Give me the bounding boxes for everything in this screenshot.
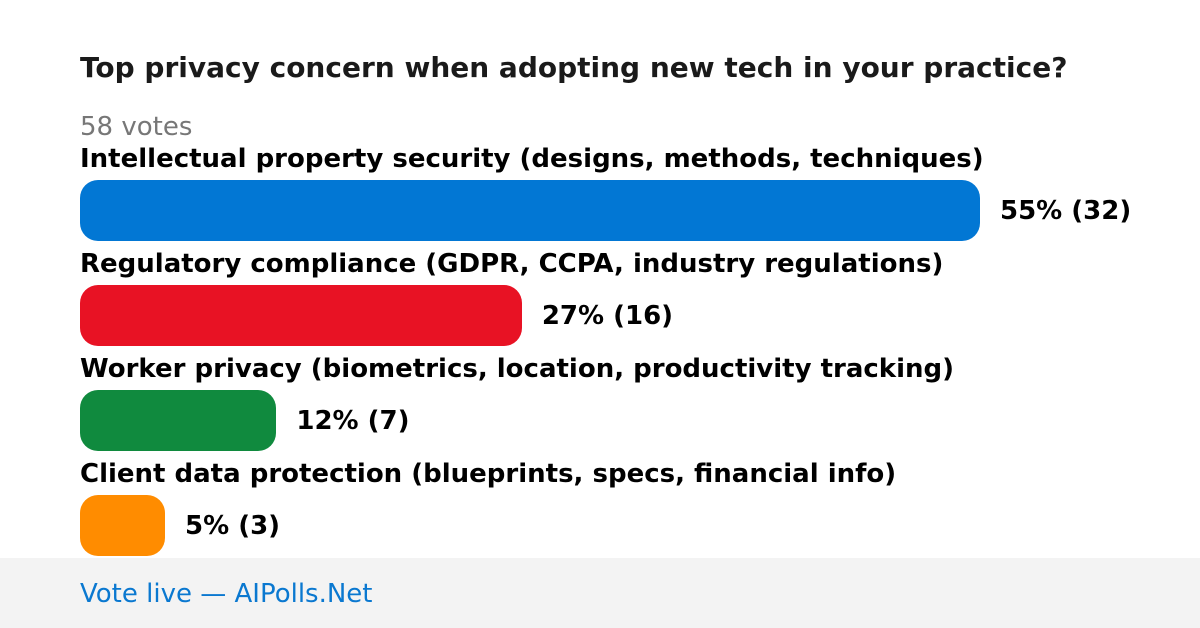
- option-value-label: 27% (16): [541, 300, 674, 331]
- option-bar: [80, 285, 522, 346]
- footer-bar: Vote live — AIPolls.Net: [0, 558, 1200, 628]
- vote-live-link[interactable]: Vote live — AIPolls.Net: [80, 579, 373, 609]
- poll-title: Top privacy concern when adopting new te…: [80, 51, 1068, 84]
- option-value-label: 5% (3): [185, 510, 281, 541]
- option-bar: [80, 495, 165, 556]
- option-label: Worker privacy (biometrics, location, pr…: [80, 354, 955, 384]
- poll-options-chart: Intellectual property security (designs,…: [80, 0, 1180, 560]
- vote-count: 58 votes: [80, 112, 193, 142]
- option-value-label: 12% (7): [296, 405, 410, 436]
- option-label: Intellectual property security (designs,…: [80, 144, 984, 174]
- option-label: Regulatory compliance (GDPR, CCPA, indus…: [80, 249, 944, 279]
- option-bar: [80, 180, 980, 241]
- option-value-label: 55% (32): [1000, 195, 1132, 226]
- option-bar: [80, 390, 277, 451]
- option-label: Client data protection (blueprints, spec…: [80, 459, 897, 489]
